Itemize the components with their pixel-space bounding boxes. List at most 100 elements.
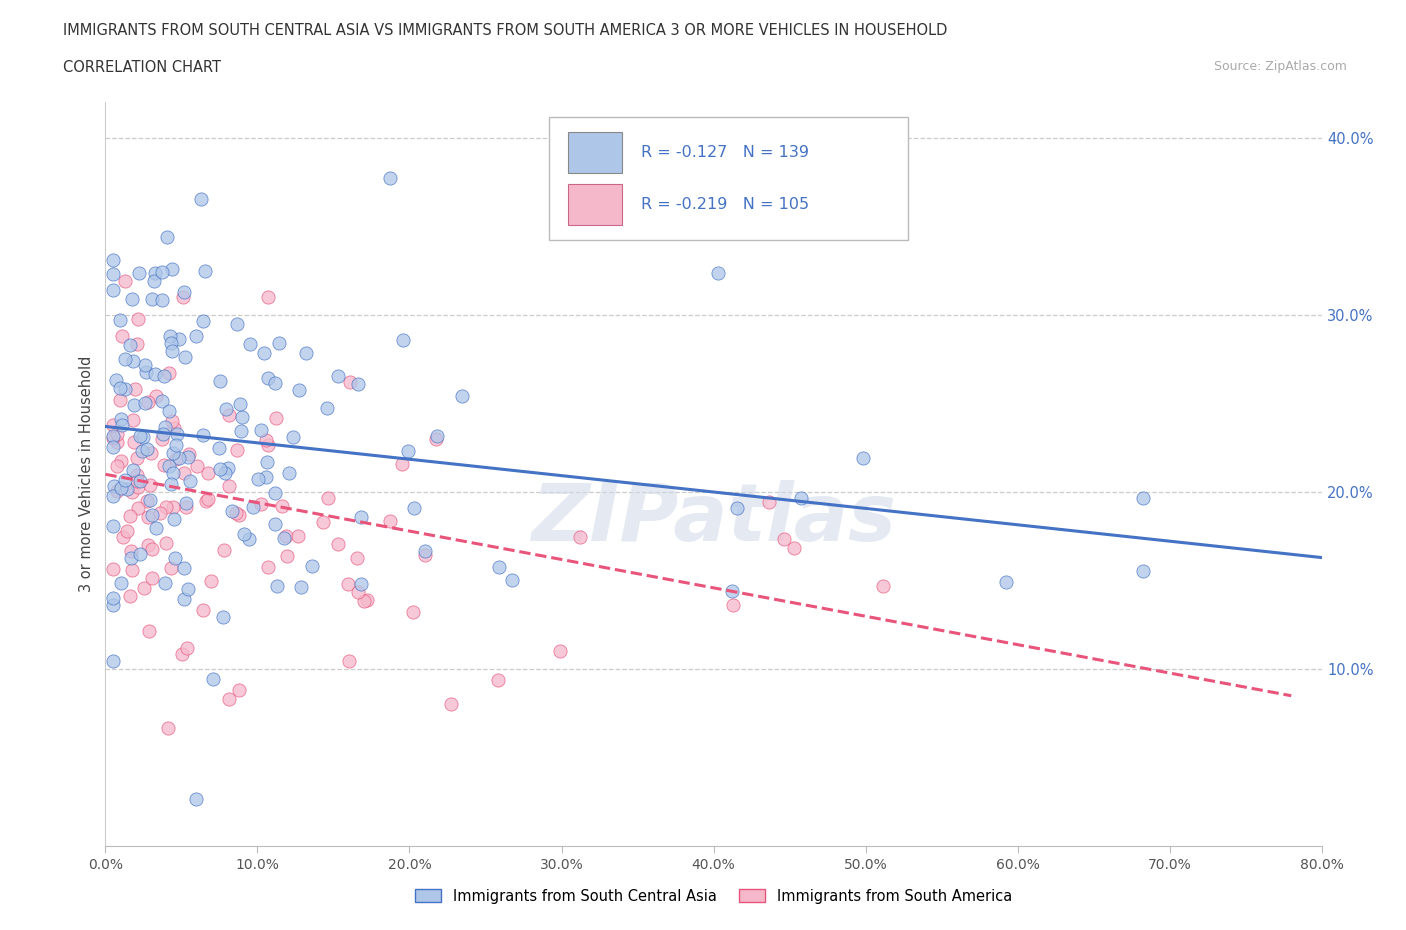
- Point: [1132, 564, 1154, 578]
- Point: [134, 358, 156, 373]
- Point: [153, 368, 176, 383]
- Point: [226, 316, 249, 331]
- Point: [212, 542, 235, 557]
- Point: [215, 402, 238, 417]
- Point: [225, 506, 247, 521]
- Point: [336, 576, 359, 591]
- Point: [162, 445, 184, 460]
- Point: [194, 493, 217, 508]
- Point: [174, 499, 197, 514]
- Point: [103, 478, 125, 493]
- Point: [392, 332, 415, 347]
- Point: [267, 336, 290, 351]
- Point: [995, 574, 1018, 589]
- Point: [166, 427, 188, 442]
- Point: [115, 524, 138, 538]
- Point: [120, 543, 142, 558]
- Point: [160, 344, 183, 359]
- Point: [208, 374, 231, 389]
- Point: [134, 395, 156, 410]
- Point: [721, 598, 744, 613]
- Point: [316, 490, 339, 505]
- Point: [197, 491, 219, 506]
- Point: [114, 472, 136, 487]
- Point: [264, 485, 287, 500]
- Point: [212, 609, 235, 624]
- Point: [101, 431, 124, 445]
- Point: [254, 432, 277, 447]
- Point: [256, 371, 278, 386]
- Point: [110, 312, 132, 327]
- Point: [115, 482, 138, 497]
- Text: Source: ZipAtlas.com: Source: ZipAtlas.com: [1213, 60, 1347, 73]
- Point: [155, 535, 177, 550]
- Point: [288, 382, 311, 397]
- Point: [127, 480, 149, 495]
- Point: [127, 451, 149, 466]
- Point: [391, 457, 413, 472]
- Point: [425, 432, 447, 446]
- Point: [127, 312, 149, 326]
- Point: [707, 265, 730, 280]
- Point: [153, 458, 176, 472]
- Point: [103, 597, 125, 612]
- Point: [186, 458, 208, 473]
- Legend: Immigrants from South Central Asia, Immigrants from South America: Immigrants from South Central Asia, Immi…: [409, 883, 1018, 910]
- Point: [229, 397, 252, 412]
- Point: [139, 493, 162, 508]
- Point: [250, 422, 273, 437]
- Point: [122, 353, 145, 368]
- Point: [326, 537, 349, 551]
- Point: [721, 583, 744, 598]
- Point: [160, 261, 183, 276]
- Point: [160, 476, 183, 491]
- Point: [194, 264, 217, 279]
- Point: [316, 400, 339, 415]
- Point: [1132, 491, 1154, 506]
- Point: [488, 560, 510, 575]
- Point: [136, 538, 159, 552]
- Point: [253, 345, 276, 360]
- Point: [159, 328, 181, 343]
- Point: [127, 337, 149, 352]
- Point: [110, 453, 132, 468]
- Point: [173, 350, 195, 365]
- Point: [233, 526, 256, 541]
- Point: [191, 313, 214, 328]
- Point: [114, 382, 136, 397]
- Point: [128, 429, 150, 444]
- Point: [101, 488, 124, 503]
- Point: [426, 429, 449, 444]
- Point: [347, 585, 370, 600]
- Point: [111, 530, 134, 545]
- Point: [167, 451, 190, 466]
- Point: [238, 532, 260, 547]
- Point: [135, 365, 157, 379]
- Point: [218, 691, 240, 706]
- Point: [295, 346, 318, 361]
- Point: [132, 580, 155, 595]
- Point: [208, 461, 231, 476]
- Point: [131, 444, 153, 458]
- Point: [353, 593, 375, 608]
- Point: [101, 518, 124, 533]
- Point: [173, 561, 195, 576]
- Point: [136, 442, 159, 457]
- Text: ZIPatlas: ZIPatlas: [531, 480, 896, 558]
- Point: [214, 465, 236, 480]
- Y-axis label: 3 or more Vehicles in Household: 3 or more Vehicles in Household: [79, 356, 94, 592]
- Point: [160, 561, 183, 576]
- Point: [138, 623, 160, 638]
- Point: [569, 530, 592, 545]
- Point: [548, 644, 571, 658]
- Point: [177, 446, 200, 461]
- Point: [257, 559, 280, 574]
- Point: [254, 470, 277, 485]
- Point: [122, 398, 145, 413]
- Point: [153, 420, 176, 435]
- Point: [191, 428, 214, 443]
- Point: [225, 443, 247, 458]
- Point: [197, 466, 219, 481]
- FancyBboxPatch shape: [568, 184, 623, 225]
- Point: [157, 365, 180, 380]
